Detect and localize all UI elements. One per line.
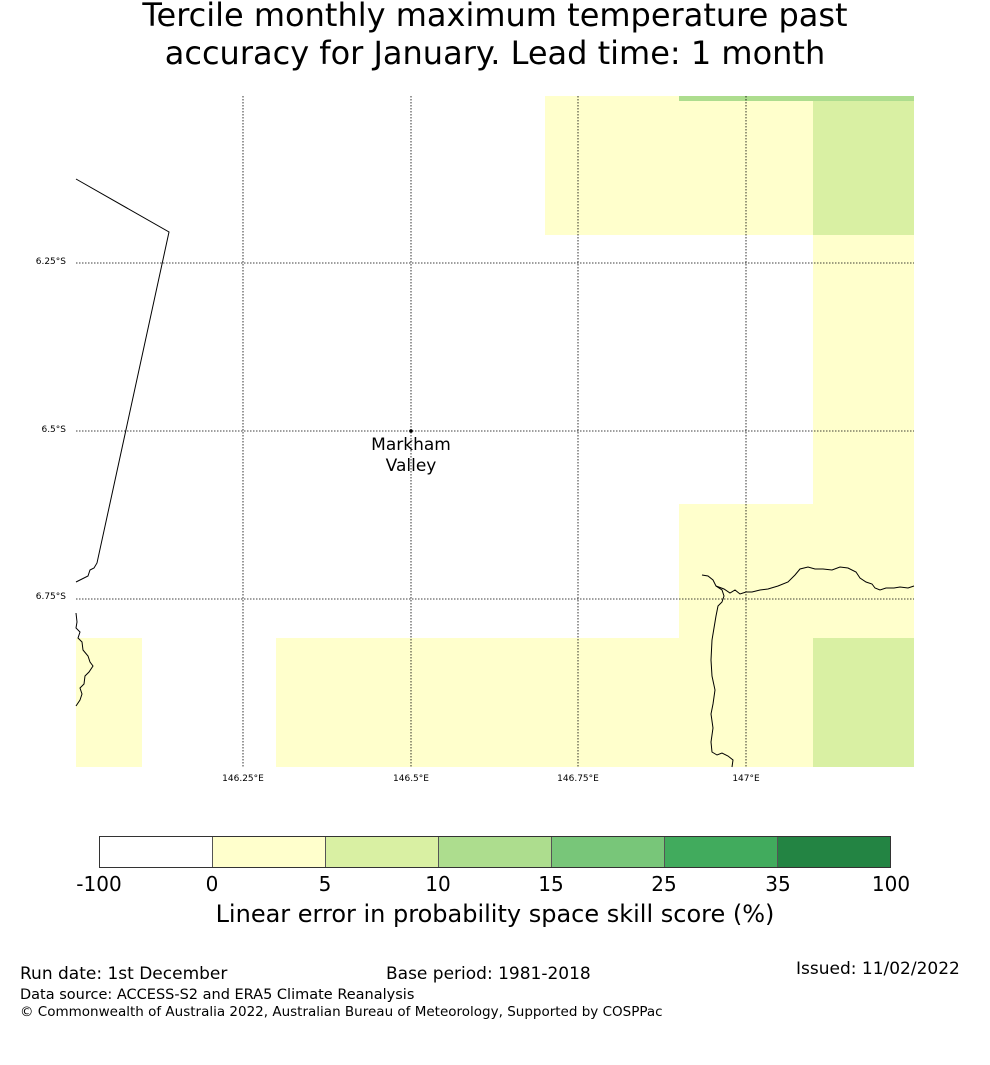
base-period: Base period: 1981-2018 (386, 964, 591, 984)
lon-label-147: 147°E (732, 774, 760, 784)
cell-pale-yellow (679, 504, 914, 638)
colorbar-tick: 10 (425, 872, 451, 896)
colorbar-tick: 5 (318, 872, 332, 896)
colorbar-segment (213, 837, 326, 867)
colorbar (99, 836, 891, 868)
map-title: Tercile monthly maximum temperature past… (0, 0, 990, 72)
boundaries (75, 178, 915, 768)
colorbar-segment (665, 837, 778, 867)
title-line-1: Tercile monthly maximum temperature past (142, 0, 848, 34)
lat-label-6-5: 6.5°S (41, 425, 66, 435)
colorbar-tick: 25 (651, 872, 677, 896)
lon-label-146-5: 146.5°E (393, 774, 429, 784)
graticule (76, 96, 914, 767)
colorbar-segment (326, 837, 439, 867)
cell-pale-yellow (276, 638, 813, 767)
colorbar-tick: 0 (205, 872, 219, 896)
lat-label-6-75: 6.75°S (35, 592, 66, 602)
skill-map (75, 96, 915, 768)
data-source: Data source: ACCESS-S2 and ERA5 Climate … (20, 987, 415, 1003)
title-line-2: accuracy for January. Lead time: 1 month (164, 34, 826, 72)
colorbar-tick: 35 (765, 872, 791, 896)
colorbar-segment (439, 837, 552, 867)
river (701, 574, 734, 768)
cell-green (679, 96, 914, 101)
lon-label-146-75: 146.75°E (557, 774, 599, 784)
colorbar-segment (552, 837, 665, 867)
colorbar-tick: 15 (538, 872, 564, 896)
colorbar-segment (100, 837, 213, 867)
colorbar-segment (778, 837, 890, 867)
colorbar-tick: -100 (76, 872, 122, 896)
coastline-west (75, 612, 94, 707)
cell-light-green (813, 638, 914, 767)
cell-pale-yellow (545, 96, 813, 235)
copyright: © Commonwealth of Australia 2022, Austra… (20, 1004, 663, 1020)
skill-cells (76, 96, 914, 767)
river-east (715, 566, 915, 595)
cell-light-green (813, 101, 914, 235)
colorbar-tick: 100 (871, 872, 911, 896)
issued-date: Issued: 11/02/2022 (796, 959, 960, 979)
cell-pale-yellow (813, 235, 914, 504)
place-label-markham-valley: Markham Valley (351, 435, 471, 477)
cell-pale-yellow (76, 638, 142, 767)
place-label-line-2: Valley (385, 456, 437, 476)
lon-label-146-25: 146.25°E (222, 774, 264, 784)
lat-label-6-25: 6.25°S (35, 257, 66, 267)
province-boundary (75, 178, 170, 583)
markham-valley-marker (409, 429, 413, 433)
colorbar-label: Linear error in probability space skill … (215, 900, 775, 928)
place-label-line-1: Markham (371, 435, 451, 455)
run-date: Run date: 1st December (20, 964, 228, 984)
